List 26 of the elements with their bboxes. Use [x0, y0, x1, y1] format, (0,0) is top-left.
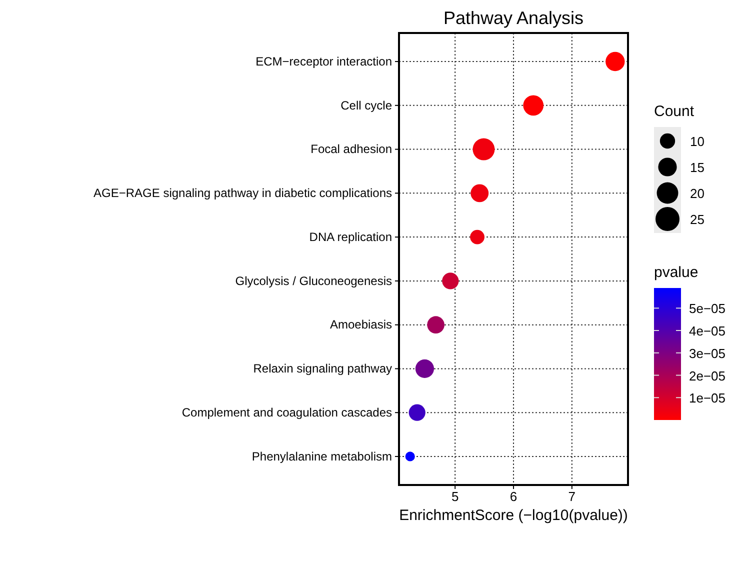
y-tick-label: Cell cycle: [340, 98, 392, 112]
x-axis-title: EnrichmentScore (−log10(pvalue)): [399, 507, 628, 524]
legend-title: Count: [654, 103, 695, 120]
y-tick-label: Glycolysis / Gluconeogenesis: [235, 274, 392, 288]
color-bar-title: pvalue: [654, 264, 698, 281]
x-tick-label: 5: [451, 489, 459, 504]
y-tick-label: Relaxin signaling pathway: [253, 362, 392, 376]
legend-label: 20: [690, 186, 704, 201]
legend-label: 10: [690, 134, 704, 149]
y-tick-label: ECM−receptor interaction: [256, 54, 392, 68]
legend-label: 15: [690, 160, 704, 175]
color-bar-label: 1e−05: [689, 390, 726, 406]
y-tick-label: Phenylalanine metabolism: [252, 449, 392, 464]
y-tick-label: AGE−RAGE signaling pathway in diabetic complications: [94, 186, 392, 200]
color-bar-label: 4e−05: [689, 324, 726, 339]
color-bar-label: 2e−05: [689, 368, 726, 384]
chart-title: Pathway Analysis: [443, 8, 584, 28]
color-bar-label: 5e−05: [689, 301, 726, 316]
x-tick-label: 6: [510, 489, 518, 504]
y-tick-label: Focal adhesion: [310, 142, 392, 156]
y-tick-label: Amoebiasis: [330, 318, 392, 332]
color-bar-label: 3e−05: [689, 346, 726, 361]
x-tick-label: 7: [568, 489, 576, 504]
y-tick-label: Complement and coagulation cascades: [182, 405, 392, 420]
y-tick-label: DNA replication: [309, 230, 392, 244]
legend-label: 25: [690, 212, 704, 227]
